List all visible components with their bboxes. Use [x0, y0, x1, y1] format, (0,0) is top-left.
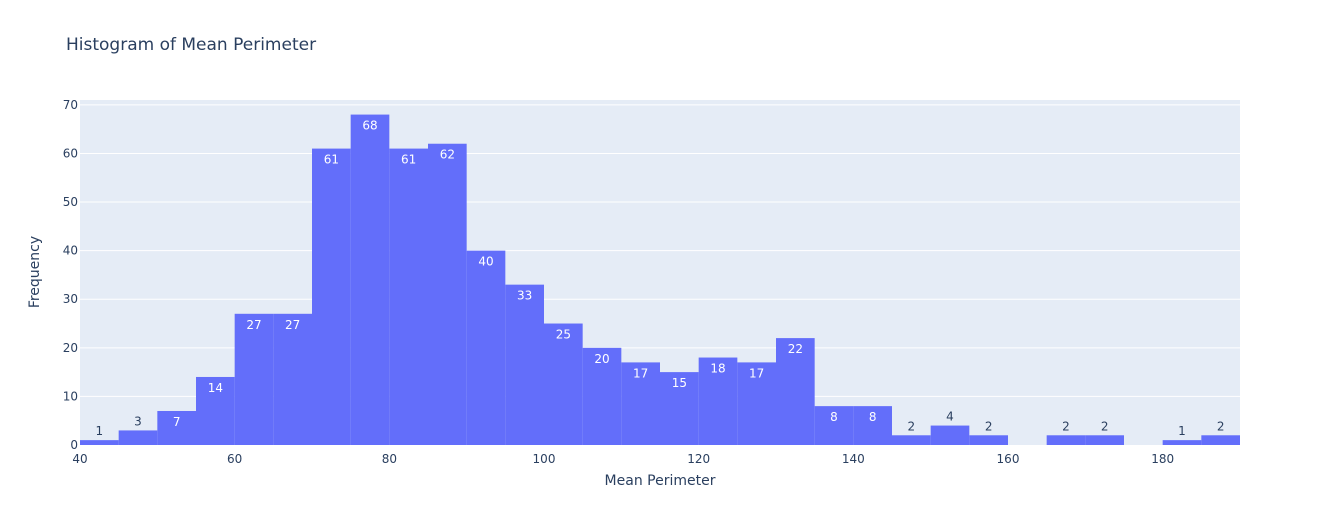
- bar-value-label: 7: [173, 415, 181, 429]
- bar-value-label: 2: [985, 419, 993, 433]
- bar-value-label: 33: [517, 289, 532, 303]
- x-tick-label: 80: [382, 452, 397, 466]
- histogram-bar: [234, 313, 274, 445]
- bar-value-label: 14: [208, 381, 223, 395]
- histogram-bar: [1085, 435, 1124, 445]
- histogram-bar: [466, 250, 506, 445]
- bar-value-label: 3: [134, 414, 142, 428]
- y-tick-label: 50: [63, 195, 78, 209]
- y-tick-label: 40: [63, 244, 78, 258]
- y-axis-title: Frequency: [27, 236, 43, 308]
- bar-value-label: 2: [1101, 419, 1109, 433]
- y-tick-label: 70: [63, 98, 78, 112]
- histogram-bar: [698, 357, 738, 445]
- histogram-bar: [157, 410, 196, 445]
- histogram-bar: [273, 313, 312, 445]
- histogram-bar: [582, 347, 622, 445]
- bar-value-label: 4: [946, 410, 954, 424]
- histogram-bar: [80, 440, 119, 445]
- bar-value-label: 62: [440, 148, 455, 162]
- bar-value-label: 18: [710, 362, 725, 376]
- bar-value-label: 22: [788, 342, 803, 356]
- histogram-bar: [621, 362, 660, 445]
- x-axis-title: Mean Perimeter: [605, 473, 716, 489]
- y-axis-ticks: 0 10 20 30 40 50 60 70: [63, 98, 78, 452]
- bar-value-label: 61: [324, 153, 339, 167]
- bar-value-label: 68: [362, 119, 377, 133]
- bar-value-label: 1: [1178, 424, 1186, 438]
- bar-value-label: 1: [96, 424, 104, 438]
- bar-value-label: 2: [1062, 419, 1070, 433]
- y-tick-label: 30: [63, 292, 78, 306]
- histogram-bar: [969, 435, 1008, 445]
- histogram-bar: [853, 406, 892, 445]
- bar-value-label: 2: [908, 419, 916, 433]
- x-tick-label: 120: [687, 452, 710, 466]
- histogram-bar: [428, 143, 467, 445]
- histogram-bar: [814, 406, 854, 445]
- histogram-bar: [389, 148, 428, 445]
- bar-value-label: 8: [869, 410, 877, 424]
- x-tick-label: 140: [842, 452, 865, 466]
- x-tick-label: 40: [72, 452, 87, 466]
- bar-value-label: 61: [401, 153, 416, 167]
- histogram-bar: [118, 430, 158, 445]
- histogram-bar: [1201, 435, 1240, 445]
- x-tick-label: 180: [1151, 452, 1174, 466]
- y-tick-label: 20: [63, 341, 78, 355]
- histogram-bar: [505, 284, 544, 445]
- histogram-bar: [930, 425, 970, 445]
- histogram-bar: [312, 148, 351, 445]
- x-tick-label: 160: [997, 452, 1020, 466]
- bar-value-label: 8: [830, 410, 838, 424]
- x-tick-label: 100: [533, 452, 556, 466]
- bar-value-label: 17: [633, 366, 648, 380]
- histogram-bar: [892, 435, 931, 445]
- bar-value-label: 27: [246, 318, 261, 332]
- histogram-bar: [660, 372, 699, 445]
- histogram-bar: [196, 376, 235, 445]
- bars: [80, 114, 1240, 446]
- histogram-bar: [776, 338, 815, 445]
- histogram-bar: [544, 323, 583, 445]
- bar-value-label: 17: [749, 366, 764, 380]
- chart-title: Histogram of Mean Perimeter: [66, 35, 316, 55]
- histogram-bar: [1162, 440, 1202, 445]
- bar-value-label: 20: [594, 352, 609, 366]
- histogram-bar: [1046, 435, 1086, 445]
- x-tick-label: 60: [227, 452, 242, 466]
- y-tick-label: 10: [63, 389, 78, 403]
- y-tick-label: 60: [63, 146, 78, 160]
- bar-value-label: 2: [1217, 419, 1225, 433]
- bar-value-label: 40: [478, 255, 493, 269]
- bar-value-label: 27: [285, 318, 300, 332]
- histogram-bar: [737, 362, 776, 445]
- bar-value-label: 15: [672, 376, 687, 390]
- histogram-bar: [350, 114, 390, 446]
- bar-value-label: 25: [556, 328, 571, 342]
- x-axis-ticks: 40 60 80 100 120 140 160 180: [72, 452, 1174, 466]
- y-tick-label: 0: [70, 438, 78, 452]
